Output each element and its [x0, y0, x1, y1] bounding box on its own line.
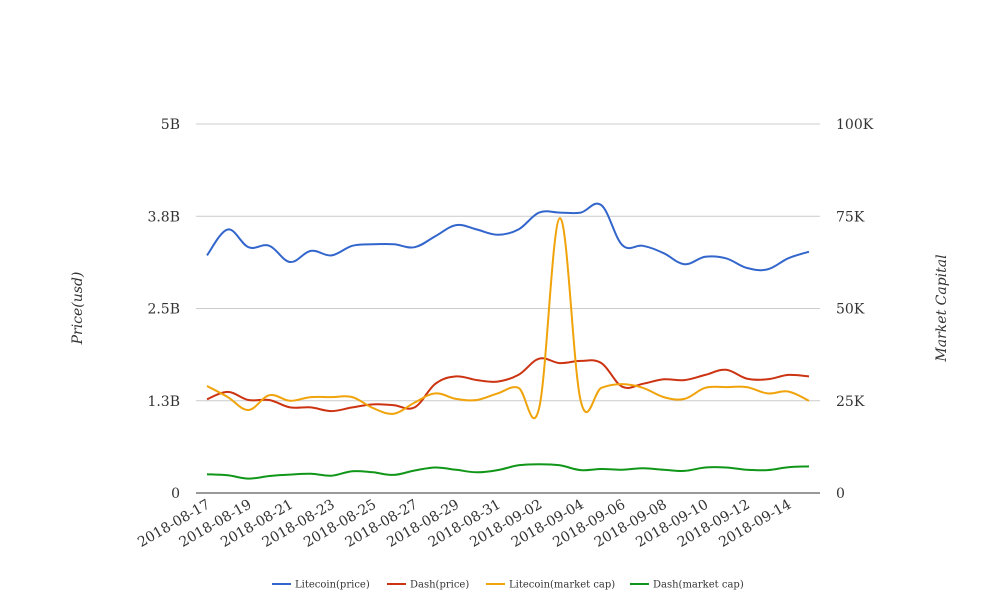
right-axis-title: Market Capital — [934, 254, 950, 362]
series-line-dash-price — [206, 357, 810, 413]
right-tick-label: 100K — [836, 117, 874, 133]
left-tick-label: 1.3B — [147, 394, 180, 410]
right-tick-label: 0 — [836, 486, 845, 502]
series-lines — [206, 202, 810, 480]
legend-label-litecoin-market-cap: Litecoin(market cap) — [509, 580, 615, 591]
left-tick-label: 0 — [171, 486, 180, 502]
gridlines — [196, 123, 820, 494]
right-tick-label: 75K — [836, 209, 865, 225]
right-tick-label: 50K — [836, 302, 865, 318]
series-line-dash-market-cap — [206, 463, 810, 480]
legend-label-dash-market-cap: Dash(market cap) — [653, 580, 744, 591]
right-tick-label: 25K — [836, 394, 865, 410]
legend-label-dash-price: Dash(price) — [410, 580, 469, 591]
right-axis-ticks: 0 25K 50K 75K 100K — [836, 117, 874, 502]
left-tick-label: 2.5B — [147, 302, 180, 318]
series-line-litecoin-price — [206, 202, 810, 272]
left-tick-label: 3.8B — [147, 209, 180, 225]
legend: Litecoin(price) Dash(price) Litecoin(marke… — [272, 580, 744, 591]
left-axis-title: Price(usd) — [70, 272, 86, 346]
left-axis-ticks: 0 1.3B 2.5B 3.8B 5B — [147, 117, 180, 502]
legend-label-litecoin-price: Litecoin(price) — [295, 580, 370, 591]
series-line-litecoin-market-cap — [206, 217, 810, 419]
left-tick-label: 5B — [161, 117, 180, 133]
x-axis-ticks: 2018-08-172018-08-192018-08-212018-08-23… — [135, 497, 794, 551]
